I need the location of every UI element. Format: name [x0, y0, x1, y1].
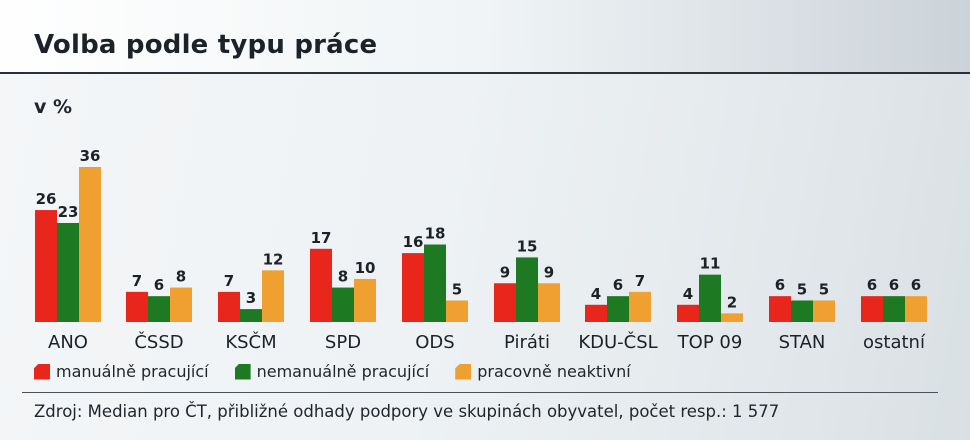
data-label-top-09-manual: 4 — [683, 285, 693, 303]
category-label-kdu-csl: KDU-ČSL — [578, 331, 657, 353]
category-label-kscm: KSČM — [225, 331, 276, 353]
category-label-top-09: TOP 09 — [677, 332, 743, 353]
bar-ostatni-inactive — [905, 296, 927, 322]
bar-ods-nonmanual — [424, 244, 446, 322]
bar-cssd-inactive — [170, 287, 192, 322]
bar-ano-nonmanual — [57, 222, 79, 322]
bar-spd-manual — [310, 248, 332, 322]
bar-kdu-csl-inactive — [629, 291, 651, 322]
data-label-ostatni-inactive: 6 — [911, 276, 921, 294]
data-label-pirati-inactive: 9 — [544, 263, 554, 281]
data-label-pirati-nonmanual: 15 — [517, 237, 538, 255]
bar-ostatni-manual — [861, 296, 883, 322]
category-label-cssd: ČSSD — [134, 331, 183, 353]
data-label-kdu-csl-inactive: 7 — [635, 272, 645, 290]
bar-cssd-nonmanual — [148, 296, 170, 322]
data-label-ostatni-manual: 6 — [867, 276, 877, 294]
legend-label-nonmanual: nemanuálně pracující — [256, 362, 430, 381]
legend-item-inactive: pracovně neaktivní — [455, 362, 631, 381]
bar-top-09-inactive — [721, 313, 743, 322]
data-label-ano-inactive: 36 — [80, 147, 101, 165]
data-label-ostatni-nonmanual: 6 — [889, 276, 899, 294]
header-band — [0, 0, 970, 72]
bar-spd-nonmanual — [332, 287, 354, 322]
legend-swatch-nonmanual — [234, 363, 251, 380]
data-label-cssd-nonmanual: 6 — [154, 276, 164, 294]
category-label-ostatni: ostatní — [863, 332, 926, 353]
bar-stan-manual — [769, 296, 791, 322]
bar-spd-inactive — [354, 278, 376, 322]
source-divider — [22, 392, 938, 393]
category-label-stan: STAN — [779, 332, 826, 353]
bar-cssd-manual — [126, 291, 148, 322]
bar-kscm-inactive — [262, 270, 284, 322]
legend-item-nonmanual: nemanuálně pracující — [234, 362, 430, 381]
bar-ano-inactive — [79, 167, 101, 322]
bar-ods-inactive — [446, 300, 468, 322]
data-label-kscm-manual: 7 — [224, 272, 234, 290]
bar-kscm-nonmanual — [240, 309, 262, 322]
bar-kdu-csl-manual — [585, 304, 607, 322]
data-label-stan-manual: 6 — [775, 276, 785, 294]
bar-top-09-manual — [677, 304, 699, 322]
bar-pirati-inactive — [538, 283, 560, 322]
data-label-spd-nonmanual: 8 — [338, 268, 348, 286]
data-label-stan-inactive: 5 — [819, 280, 829, 298]
category-label-pirati: Piráti — [504, 332, 550, 353]
bar-ano-manual — [35, 210, 57, 322]
legend-label-inactive: pracovně neaktivní — [477, 362, 631, 381]
data-label-ods-nonmanual: 18 — [425, 225, 446, 243]
chart-title: Volba podle typu práce — [34, 30, 378, 60]
source-note: Zdroj: Median pro ČT, přibližné odhady p… — [34, 402, 780, 421]
data-label-top-09-inactive: 2 — [727, 293, 737, 311]
data-label-cssd-manual: 7 — [132, 272, 142, 290]
unit-label: v % — [34, 96, 73, 118]
legend-swatch-manual — [34, 363, 50, 380]
data-label-spd-inactive: 10 — [355, 259, 376, 277]
bar-pirati-nonmanual — [516, 257, 538, 322]
category-label-ods: ODS — [415, 332, 454, 353]
bar-top-09-nonmanual — [699, 274, 721, 322]
data-label-ods-inactive: 5 — [452, 280, 462, 298]
data-label-ano-manual: 26 — [36, 190, 57, 208]
data-label-ods-manual: 16 — [403, 233, 424, 251]
bar-stan-nonmanual — [791, 300, 813, 322]
data-label-spd-manual: 17 — [311, 229, 332, 247]
bar-stan-inactive — [813, 300, 835, 322]
data-label-ano-nonmanual: 23 — [58, 203, 79, 221]
category-label-spd: SPD — [325, 332, 361, 353]
title-divider — [0, 72, 970, 74]
data-label-stan-nonmanual: 5 — [797, 280, 807, 298]
data-label-kscm-inactive: 12 — [263, 250, 284, 268]
legend-label-manual: manuálně pracující — [56, 362, 209, 381]
category-label-ano: ANO — [48, 332, 88, 353]
legend-item-manual: manuálně pracující — [34, 362, 209, 381]
bar-kdu-csl-nonmanual — [607, 296, 629, 322]
bar-kscm-manual — [218, 291, 240, 322]
data-label-pirati-manual: 9 — [500, 263, 510, 281]
bar-pirati-manual — [494, 283, 516, 322]
data-label-kscm-nonmanual: 3 — [246, 289, 256, 307]
data-label-top-09-nonmanual: 11 — [700, 255, 721, 273]
legend-swatch-inactive — [455, 363, 472, 380]
bar-ods-manual — [402, 253, 424, 322]
data-label-kdu-csl-nonmanual: 6 — [613, 276, 623, 294]
bar-ostatni-nonmanual — [883, 296, 905, 322]
data-label-kdu-csl-manual: 4 — [591, 285, 601, 303]
legend: manuálně pracující nemanuálně pracující … — [34, 362, 631, 381]
data-label-cssd-inactive: 8 — [176, 268, 186, 286]
